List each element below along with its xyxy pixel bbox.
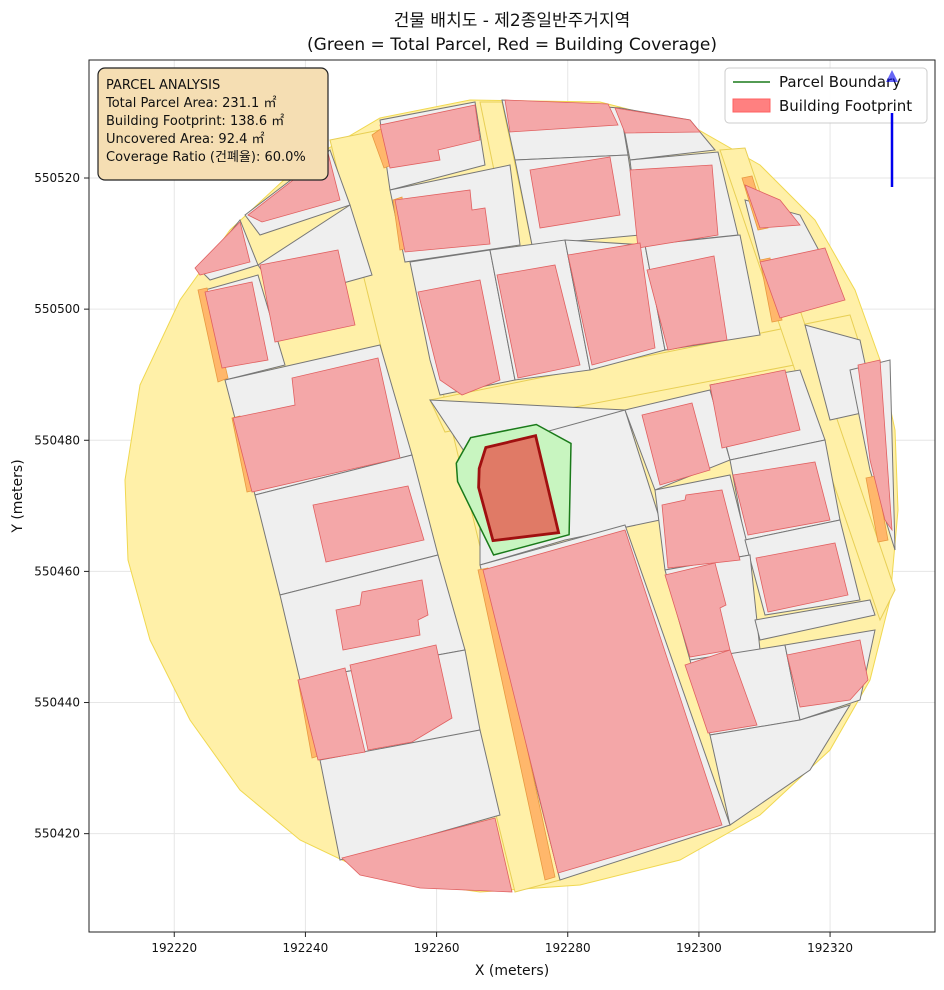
y-tick-label: 550460 — [34, 564, 80, 578]
building — [496, 264, 581, 379]
building — [482, 529, 723, 874]
block — [709, 704, 852, 826]
building — [341, 817, 513, 893]
info-uncovered: Uncovered Area: 92.4 ㎡ — [106, 132, 265, 147]
info-heading: PARCEL ANALYSIS — [106, 78, 220, 93]
building — [641, 402, 711, 486]
y-tick-label: 550500 — [34, 302, 80, 316]
building — [349, 644, 453, 751]
building — [417, 279, 501, 396]
plot-frame — [88, 59, 936, 933]
info-total-parcel: Total Parcel Area: 231.1 ㎡ — [105, 96, 276, 111]
edge-strip — [477, 567, 556, 881]
building — [297, 667, 366, 761]
north-arrow-head — [886, 70, 898, 82]
building — [661, 489, 741, 569]
building — [684, 649, 758, 734]
info-building-footprint: Building Footprint: 138.6 ㎡ — [106, 114, 284, 129]
building — [732, 461, 831, 536]
x-tick-label: 192220 — [151, 941, 197, 955]
building — [646, 255, 728, 351]
building — [259, 249, 356, 343]
info-box: PARCEL ANALYSIS Total Parcel Area: 231.1… — [97, 67, 329, 181]
legend-parcel-label: Parcel Boundary — [779, 73, 901, 91]
info-coverage-ratio: Coverage Ratio (건폐율): 60.0% — [106, 150, 306, 165]
other-buildings — [194, 99, 893, 893]
y-tick-label: 550520 — [34, 171, 80, 185]
block — [754, 599, 876, 641]
building — [232, 357, 401, 493]
building — [504, 99, 619, 133]
y-axis-label: Y (meters) — [10, 459, 26, 533]
target-building[interactable] — [477, 434, 561, 543]
building — [786, 639, 869, 708]
x-tick-label: 192280 — [545, 941, 591, 955]
legend: Parcel Boundary Building Footprint — [724, 67, 928, 124]
building — [567, 242, 656, 366]
legend-building-swatch — [732, 98, 771, 113]
info-box-frame — [97, 67, 329, 181]
building — [614, 107, 701, 134]
title-line1: 건물 배치도 - 제2종일반주거지역 — [394, 11, 630, 31]
building — [755, 542, 849, 613]
building — [529, 156, 621, 229]
legend-building-label: Building Footprint — [779, 97, 912, 115]
x-tick-label: 192320 — [807, 941, 853, 955]
building — [759, 247, 846, 319]
building — [709, 369, 801, 449]
building — [394, 189, 491, 253]
building — [335, 579, 429, 651]
ticks: 192220 192240 192260 192280 192300 192320 5504… — [34, 171, 853, 955]
y-tick-label: 550440 — [34, 696, 80, 710]
north-arrow-icon — [886, 70, 898, 187]
building — [379, 104, 481, 169]
building — [664, 562, 731, 658]
x-tick-label: 192260 — [414, 941, 460, 955]
map-layers — [124, 99, 899, 893]
building — [857, 359, 893, 532]
legend-frame — [724, 67, 928, 124]
building — [744, 184, 801, 229]
building — [194, 221, 251, 276]
block — [319, 729, 501, 861]
x-tick-label: 192300 — [676, 941, 722, 955]
edge-strip — [865, 475, 889, 543]
y-tick-label: 550480 — [34, 433, 80, 447]
building — [312, 485, 425, 563]
building — [204, 281, 269, 369]
x-tick-label: 192240 — [283, 941, 329, 955]
x-axis-label: X (meters) — [475, 963, 549, 979]
y-tick-label: 550420 — [34, 827, 80, 841]
title-line2: (Green = Total Parcel, Red = Building Co… — [307, 35, 717, 55]
building — [629, 164, 719, 249]
